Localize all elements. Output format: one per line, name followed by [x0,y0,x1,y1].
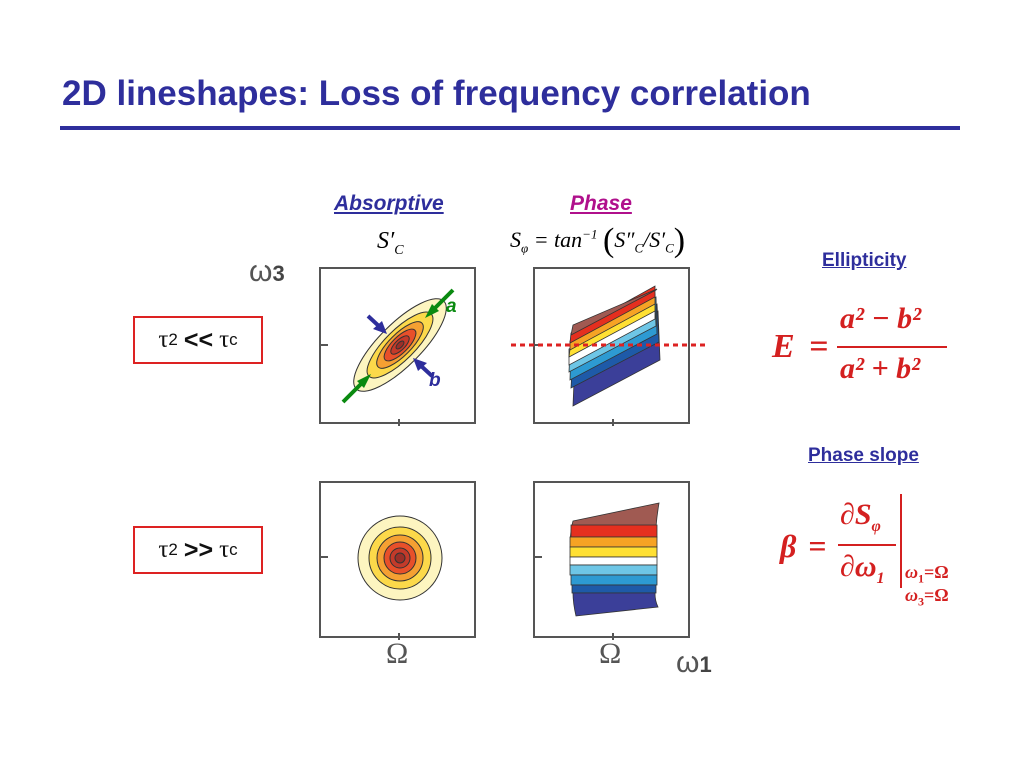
much-greater-operator: >> [183,535,214,564]
omega1-axis-label: ω1 [676,646,712,680]
antidiagonal-arrowhead-upper [373,321,387,334]
phase-uncorrelated-panel [533,481,690,640]
partial-omega: ∂ω [840,550,877,583]
diagonal-arrowhead-upper [425,304,439,318]
omega-tick-right: Ω [599,637,622,670]
annotation-a: a [446,296,457,317]
tau2-subscript: 2 [168,330,178,349]
evaluation-bar [900,494,902,588]
absorptive-subscript: C [394,242,404,258]
ellipticity-equals: = [809,328,829,365]
eval-omega1: ω [905,562,919,582]
phase-slope-denominator: ∂ω1 [840,550,885,588]
absorptive-symbol: S′ [377,228,395,254]
ellipticity-lhs: E = [772,328,829,366]
eval-omega3: ω [905,585,919,605]
contour-level-6 [394,552,406,564]
contour-level-6 [395,340,405,350]
diagonal-arrowhead-lower [357,374,371,388]
absorptive-formula: S′C [377,228,404,259]
phase-slope-fraction-bar [838,544,896,546]
tauc-symbol: τ [219,326,230,353]
phase-band-7 [569,536,658,548]
tauc-subscript: c [229,540,238,559]
phase-slope-numerator: ∂Sφ [840,498,881,536]
phase-band-9 [570,288,658,336]
title-underline [60,126,960,130]
elongated-contours [353,298,447,392]
ellipticity-numerator: a² − b² [840,302,922,335]
ellipticity-fraction-bar [837,346,947,348]
annotation-b: b [429,370,441,391]
dotted-cut-line [511,343,705,347]
eval-condition-2: ω3=Ω [905,585,949,610]
much-less-operator: << [183,325,214,354]
tauc-subscript: c [229,330,238,349]
phase-band-2 [571,584,657,594]
eval-condition-1: ω1=Ω [905,562,949,587]
tilted-phase-plot [535,285,661,426]
absorptive-column-label: Absorptive [334,192,444,215]
tau2-symbol: τ [158,326,169,353]
phase-band-3 [570,574,658,586]
phase-band-6 [569,546,658,558]
phase-band-1 [572,592,659,617]
horizontal-phase-plot [535,502,660,640]
phase-lhs: S [510,227,521,252]
eval-omega1-value: =Ω [924,562,949,582]
omega-tick-left: Ω [386,637,409,670]
omega3-axis-label: ω3 [249,255,285,289]
omega3-symbol: ω [249,255,273,288]
eval-omega1-subscript: 1 [918,571,925,586]
ellipticity-symbol: E [772,328,795,365]
beta-symbol: β [780,528,797,564]
phase-lhs-subscript: φ [521,240,529,256]
absorptive-correlated-panel [319,267,476,426]
phase-column-label: Phase [570,192,632,215]
ellipticity-denominator: a² + b² [840,352,921,385]
partial-omega-subscript: 1 [876,570,885,587]
phase-slope-heading: Phase slope [808,445,919,466]
partial-s-subscript: φ [871,518,881,535]
partial-s: ∂S [840,498,872,531]
phase-numerator-subscript: C [634,240,644,256]
round-contour-plot [321,515,443,640]
omega3-subscript: 3 [272,261,285,286]
phase-band-8 [570,524,658,538]
absorptive-uncorrelated-panel [319,481,476,640]
phase-band-5 [569,556,658,566]
phase-slope-lhs: β = [780,528,827,565]
phase-denominator: S′ [649,227,666,252]
phase-inverse-sup: −1 [582,226,598,242]
omega1-subscript: 1 [699,652,712,677]
tau2-subscript: 2 [168,540,178,559]
antidiagonal-arrowhead-lower [413,358,427,371]
phase-slope-equals: = [808,528,827,564]
omega1-symbol: ω [676,646,700,679]
phase-close-paren: ) [673,222,686,259]
phase-equals-tan: = tan [533,227,583,252]
page-title: 2D lineshapes: Loss of frequency correla… [62,74,811,113]
phase-formula: Sφ = tan−1 (S″C/S′C) [510,222,685,260]
eval-omega3-subscript: 3 [918,594,925,609]
ellipticity-heading: Ellipticity [822,250,907,271]
eval-omega3-value: =Ω [924,585,949,605]
phase-correlated-panel [533,267,690,426]
tau2-symbol: τ [158,536,169,563]
phase-slash: / [643,227,650,252]
tauc-symbol: τ [219,536,230,563]
phase-open-paren: ( [602,222,615,259]
phase-denominator-subscript: C [665,240,674,256]
phase-band-4 [569,564,658,576]
correlated-contour-plot [321,288,455,426]
phase-numerator: S″ [614,227,635,252]
